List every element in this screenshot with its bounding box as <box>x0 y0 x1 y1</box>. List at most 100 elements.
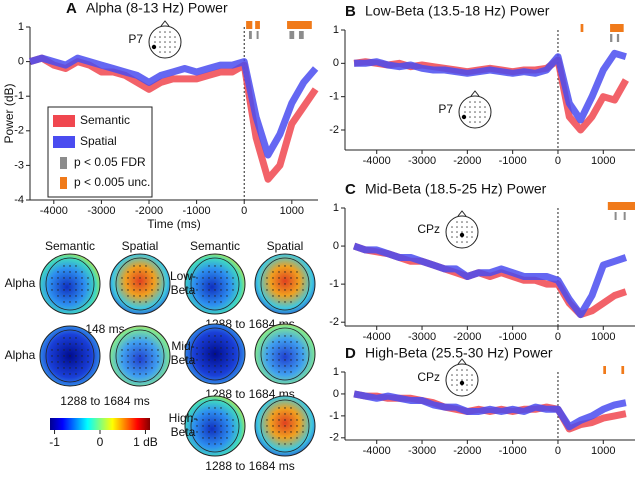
electrode <box>302 277 304 279</box>
electrode <box>484 106 486 108</box>
electrode <box>466 226 468 228</box>
significance-bar <box>607 202 635 210</box>
electrode <box>302 283 304 285</box>
electrode <box>266 277 268 279</box>
electrode <box>214 301 216 303</box>
electrode <box>214 347 216 349</box>
electrode <box>466 241 468 243</box>
electrode <box>464 106 466 108</box>
electrode <box>214 443 216 445</box>
electrode <box>121 361 123 363</box>
y-tick-label: 0 <box>333 240 339 252</box>
significance-bar <box>298 31 304 39</box>
legend-swatch <box>53 136 75 148</box>
topomap-contour <box>260 399 310 453</box>
electrode <box>127 349 129 351</box>
electrode <box>81 271 83 273</box>
electrode <box>469 111 471 113</box>
electrode <box>208 347 210 349</box>
electrode-selected <box>461 114 467 120</box>
electrode <box>451 236 453 238</box>
electrode <box>296 359 298 361</box>
electrode-selected <box>459 232 465 238</box>
legend-label: Semantic <box>80 113 130 127</box>
electrode <box>127 361 129 363</box>
electrode <box>220 353 222 355</box>
electrode <box>69 265 71 267</box>
electrode <box>284 437 286 439</box>
electrode <box>145 295 147 297</box>
electrode <box>290 265 292 267</box>
electrode <box>51 283 53 285</box>
electrode <box>220 277 222 279</box>
x-tick-label: -3000 <box>408 445 436 457</box>
electrode <box>87 289 89 291</box>
topomap-contour <box>260 327 310 381</box>
electrode <box>63 271 65 273</box>
electrode <box>75 361 77 363</box>
electrode <box>220 295 222 297</box>
electrode <box>202 289 204 291</box>
y-tick-label: -2 <box>329 432 339 444</box>
electrode <box>69 271 71 273</box>
electrode <box>272 437 274 439</box>
electrode <box>302 289 304 291</box>
electrode <box>75 265 77 267</box>
electrode <box>284 431 286 433</box>
electrode <box>220 365 222 367</box>
electrode-selected <box>151 44 157 50</box>
electrode <box>169 51 171 53</box>
electrode <box>208 425 210 427</box>
electrode <box>272 289 274 291</box>
electrode <box>214 407 216 409</box>
electrode <box>174 46 176 48</box>
head-nose <box>470 90 480 97</box>
electrode <box>232 277 234 279</box>
electrode <box>479 111 481 113</box>
electrode <box>232 347 234 349</box>
topomap-contour <box>115 329 165 383</box>
electrode <box>159 46 161 48</box>
electrode <box>474 101 476 103</box>
x-tick-label: 0 <box>555 331 561 343</box>
electrode <box>232 289 234 291</box>
electrode <box>75 367 77 369</box>
electrode <box>69 361 71 363</box>
x-tick-label: -2000 <box>135 205 163 217</box>
electrode <box>220 289 222 291</box>
electrode <box>471 379 473 381</box>
electrode <box>226 365 228 367</box>
electrode <box>202 283 204 285</box>
x-tick-label: -3000 <box>408 155 436 167</box>
electrode <box>81 361 83 363</box>
electrode <box>208 371 210 373</box>
electrode <box>121 355 123 357</box>
electrode <box>232 359 234 361</box>
electrode <box>272 271 274 273</box>
electrode <box>151 367 153 369</box>
topomap-contour <box>45 329 95 383</box>
electrode <box>151 289 153 291</box>
electrode <box>51 361 53 363</box>
significance-bar <box>580 24 584 32</box>
electrode <box>290 289 292 291</box>
electrode <box>278 347 280 349</box>
electrode <box>461 389 463 391</box>
electrode <box>133 367 135 369</box>
electrode <box>214 283 216 285</box>
electrode-label: P7 <box>128 32 143 46</box>
y-tick-label: 0 <box>18 56 24 68</box>
electrode <box>296 431 298 433</box>
electrode <box>466 369 468 371</box>
electrode <box>69 355 71 357</box>
electrode <box>81 289 83 291</box>
caption: 1288 to 1684 ms <box>60 394 149 408</box>
electrode <box>232 431 234 433</box>
electrode <box>226 359 228 361</box>
electrode <box>87 361 89 363</box>
electrode <box>151 343 153 345</box>
electrode <box>214 289 216 291</box>
electrode <box>63 289 65 291</box>
electrode <box>75 283 77 285</box>
electrode <box>164 41 166 43</box>
